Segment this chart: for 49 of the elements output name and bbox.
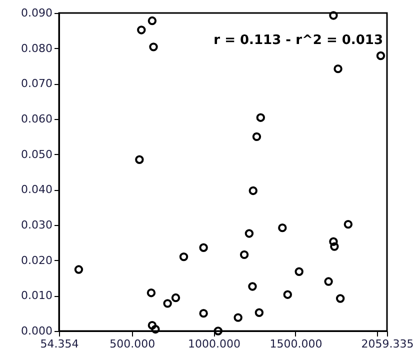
y-tick-label: 0.090: [21, 6, 52, 20]
y-tick-label: 0.040: [21, 183, 52, 196]
point: [278, 223, 287, 232]
x-tick-label: 1500.000: [270, 338, 322, 350]
point: [149, 42, 158, 52]
point: [252, 132, 262, 142]
point: [148, 321, 157, 330]
point: [248, 282, 257, 291]
point: [148, 16, 157, 26]
x-tick-label: 54.354: [40, 338, 79, 350]
x-tick-label: 2059.335: [361, 338, 414, 350]
point: [146, 288, 156, 298]
point: [334, 64, 342, 74]
point: [376, 51, 386, 60]
point: [344, 220, 353, 229]
y-tick-label: 0.060: [21, 112, 52, 126]
y-tick-label: 0.010: [21, 289, 52, 302]
annotation: r = 0.113 - r^2 = 0.013: [214, 33, 383, 48]
point: [234, 313, 242, 322]
point: [151, 324, 160, 334]
point: [214, 326, 222, 336]
y-tick-label: 0.070: [21, 77, 52, 90]
point: [324, 277, 333, 286]
point: [254, 308, 264, 317]
point: [199, 243, 208, 252]
y-tick-label: 0.000: [21, 324, 52, 338]
point: [336, 294, 345, 303]
point: [137, 26, 146, 34]
y-tick-label: 0.030: [21, 218, 52, 232]
y-tick-label: 0.080: [21, 42, 52, 55]
x-tick-label: 500.000: [110, 338, 156, 350]
point: [163, 299, 172, 308]
point: [135, 155, 144, 164]
point: [74, 265, 84, 274]
point: [329, 11, 338, 20]
point: [294, 267, 304, 276]
point: [283, 290, 292, 299]
point: [171, 293, 180, 302]
point: [244, 229, 254, 238]
point: [240, 250, 249, 260]
y-tick-label: 0.050: [21, 148, 52, 161]
y-tick-label: 0.020: [21, 254, 52, 267]
x-tick-label: 1000.000: [188, 338, 240, 350]
point: [199, 308, 208, 318]
point: [248, 186, 258, 196]
point: [330, 242, 339, 251]
point: [329, 237, 338, 246]
point: [179, 252, 188, 262]
point: [256, 113, 266, 122]
